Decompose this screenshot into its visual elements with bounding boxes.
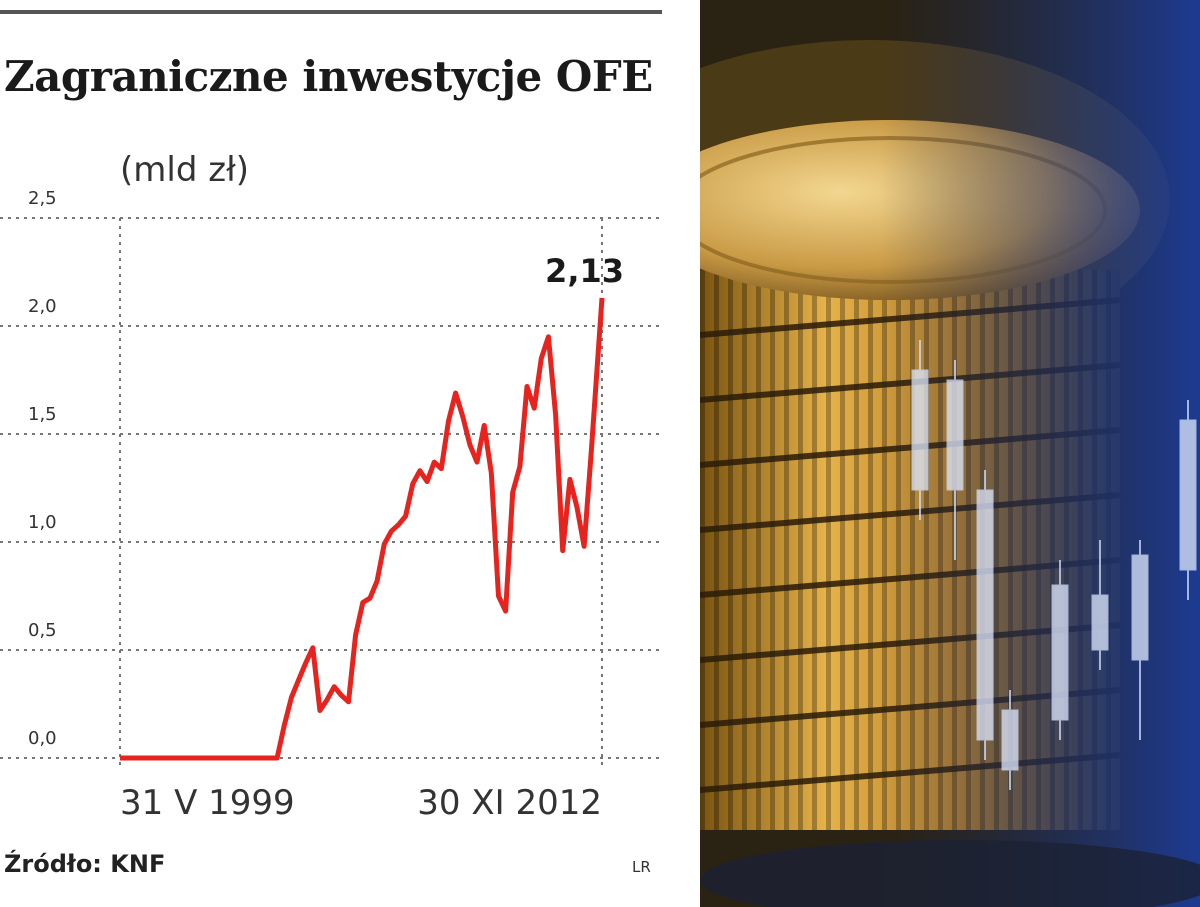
x-tick-labels: 31 V 1999 30 XI 2012 (120, 783, 602, 823)
y-tick-labels: 0,0 0,5 1,0 1,5 2,0 2,5 (28, 188, 57, 749)
peak-value-label: 2,13 (545, 252, 624, 290)
y-tick-label: 0,0 (28, 728, 57, 749)
coins-photo (700, 0, 1200, 907)
top-rule (0, 10, 662, 14)
chart-panel: Zagraniczne inwestycje OFE (mld zł) 0,0 0… (0, 10, 662, 878)
line-chart: 0,0 0,5 1,0 1,5 2,0 2,5 31 V 1999 30 XI 2012 2… (0, 188, 660, 823)
credit-mark: LR (632, 858, 651, 876)
y-tick-label: 2,0 (28, 296, 57, 317)
chart-title: Zagraniczne inwestycje OFE (4, 52, 653, 101)
series-layer (120, 297, 605, 761)
coins-stack-image (700, 0, 1200, 907)
x-tick-label: 31 V 1999 (120, 783, 295, 823)
grid-lines (0, 217, 660, 766)
y-tick-label: 1,5 (28, 404, 57, 425)
candlestick-overlay (911, 340, 1197, 790)
chart-unit-label: (mld zł) (120, 150, 249, 190)
data-labels: 2,13 (545, 252, 624, 290)
y-tick-label: 2,5 (28, 188, 57, 209)
y-tick-label: 1,0 (28, 512, 57, 533)
series-line (120, 297, 605, 761)
source-note: Źródło: KNF (4, 850, 166, 878)
y-tick-label: 0,5 (28, 620, 57, 641)
x-tick-label: 30 XI 2012 (417, 783, 602, 823)
